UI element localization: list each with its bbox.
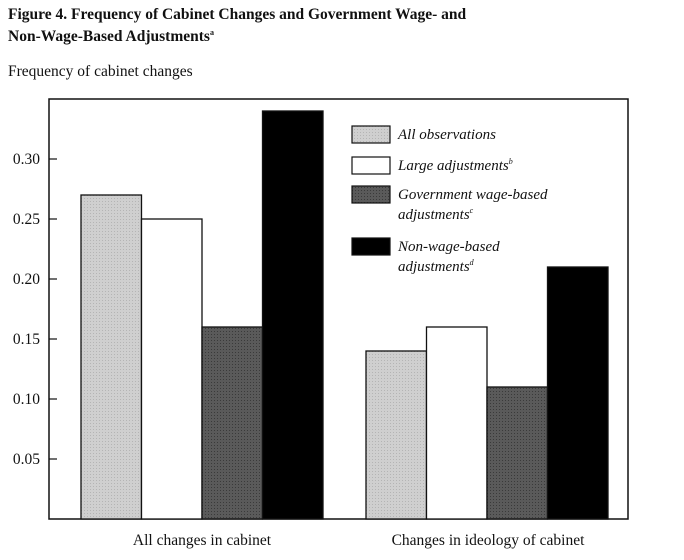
- legend-label-2: Large adjustmentsb: [397, 157, 513, 174]
- y-axis: 0.05 0.10 0.15 0.20 0.25 0.30: [13, 151, 57, 468]
- figure-title-line2-wrap: Non-Wage-Based Adjustmentsa: [8, 24, 678, 46]
- figure-title-footnote: a: [209, 28, 214, 37]
- legend-swatch-3: [351, 185, 391, 204]
- figure-title: Figure 4. Frequency of Cabinet Changes a…: [8, 6, 678, 46]
- y-tick-label: 0.30: [13, 151, 40, 168]
- bar-3-1: [201, 326, 264, 520]
- figure-title-line1: Figure 4. Frequency of Cabinet Changes a…: [8, 6, 467, 23]
- legend-label-1: All observations: [397, 127, 496, 143]
- bar-1-1: [80, 194, 143, 520]
- figure-title-line2: Non-Wage-Based Adjustments: [8, 28, 210, 46]
- legend-label-4: adjustmentsd: [398, 258, 475, 275]
- bar-2-2: [425, 326, 488, 520]
- legend-label-3: adjustmentsc: [398, 206, 474, 223]
- bar-2-1: [140, 218, 203, 520]
- x-axis-labels: All changes in cabinet Changes in ideolog…: [133, 532, 585, 549]
- bars-group: [80, 110, 609, 520]
- legend: All observations Large adjustmentsb Govern…: [351, 125, 548, 275]
- bar-4-1: [261, 110, 324, 520]
- y-axis-label: Frequency of cabinet changes: [8, 63, 193, 80]
- bar-3-2: [486, 386, 549, 520]
- legend-footnote: c: [470, 206, 474, 215]
- legend-label-4: Non-wage-based: [397, 239, 500, 255]
- bar-1-2: [365, 350, 428, 520]
- y-tick-label: 0.15: [13, 331, 40, 348]
- legend-label-3: Government wage-based: [398, 187, 548, 203]
- x-category-label: Changes in ideology of cabinet: [392, 532, 586, 549]
- legend-footnote: d: [470, 258, 475, 267]
- bar-4-2: [546, 266, 609, 520]
- legend-swatch-2: [351, 156, 391, 175]
- legend-swatch-4: [351, 237, 391, 256]
- plot-frame: [48, 98, 629, 520]
- x-category-label: All changes in cabinet: [133, 532, 272, 549]
- y-tick-label: 0.20: [13, 271, 40, 288]
- y-tick-label: 0.10: [13, 391, 40, 408]
- legend-footnote: b: [509, 157, 513, 166]
- y-tick-label: 0.05: [13, 451, 40, 468]
- y-tick-label: 0.25: [13, 211, 40, 228]
- legend-swatch-1: [351, 125, 391, 144]
